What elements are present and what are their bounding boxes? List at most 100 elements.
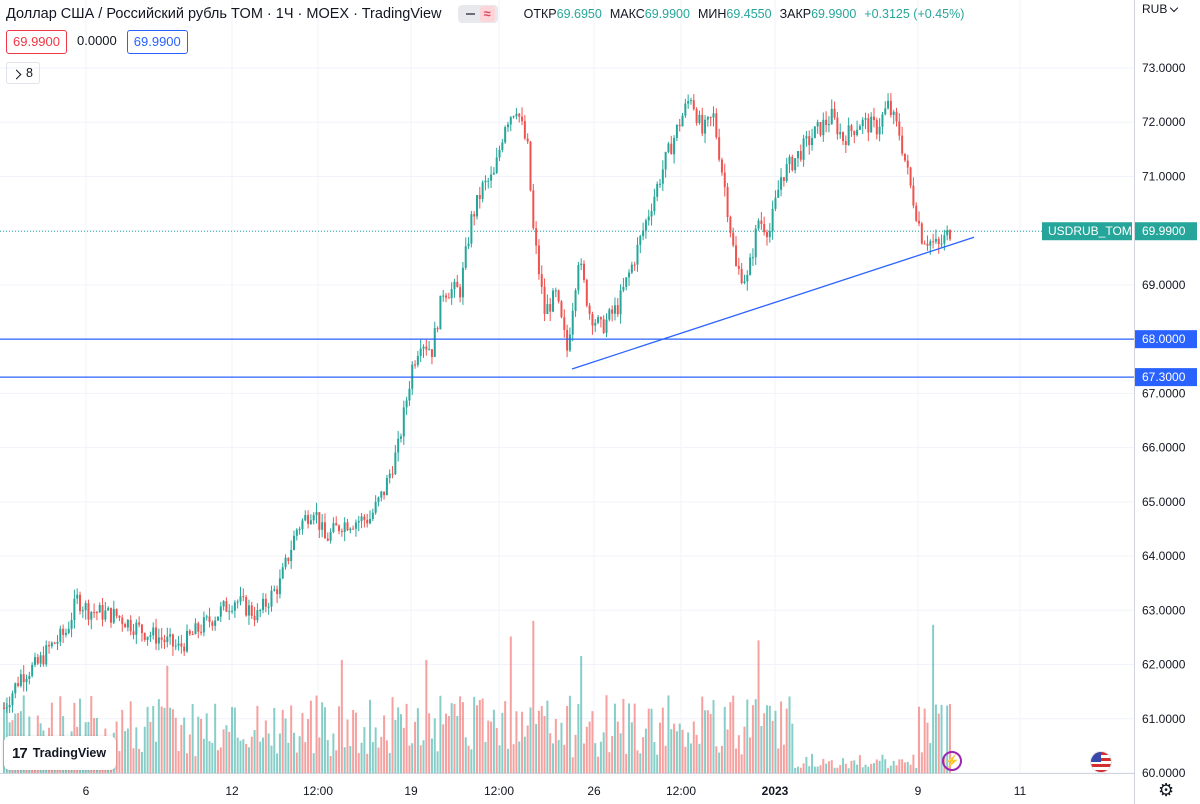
time-tick-label: 26 <box>587 784 601 798</box>
candle-body <box>98 604 101 613</box>
volume-bar <box>447 715 450 773</box>
volume-bar <box>782 744 785 773</box>
volume-bar <box>231 707 234 773</box>
volume-bar <box>872 763 875 773</box>
volume-bar <box>549 733 552 773</box>
candle-body <box>695 109 698 124</box>
volume-bar <box>380 736 383 773</box>
indicators-toggle[interactable]: 8 <box>6 62 40 84</box>
volume-bar <box>526 725 529 773</box>
buy-price-button[interactable]: 69.9900 <box>126 30 188 54</box>
minus-icon[interactable] <box>465 13 475 15</box>
candle-body <box>659 183 662 185</box>
candle-body <box>216 616 219 621</box>
volume-bar <box>633 703 636 773</box>
chart-mode-toggle[interactable]: ≈ <box>457 5 498 23</box>
volume-bar <box>622 698 625 773</box>
candle-body <box>732 232 735 246</box>
volume-bar <box>602 732 605 773</box>
logo-text: TradingView <box>32 746 107 760</box>
price-axis[interactable]: 73.000072.000071.000070.000069.000068.00… <box>1134 0 1198 804</box>
candle-body <box>926 243 929 246</box>
volume-bar <box>323 707 326 773</box>
volume-bar <box>678 723 681 773</box>
candle-body <box>839 132 842 135</box>
symbol-title[interactable]: Доллар США / Российский рубль TOM · 1Ч ·… <box>6 6 442 22</box>
volume-bar <box>186 753 189 773</box>
time-tick-label: 12:00 <box>484 784 514 798</box>
drawings[interactable]: USDRUB_TOM <box>0 222 1134 378</box>
candle-body <box>765 232 768 238</box>
price-tick-label: 63.0000 <box>1142 603 1186 617</box>
volume-bar <box>453 704 456 773</box>
volume-bar <box>909 764 912 773</box>
candle-body <box>64 632 67 635</box>
volume-bar <box>312 753 315 773</box>
us-flag-icon[interactable] <box>1090 751 1112 773</box>
volume-bar <box>799 767 802 773</box>
candle-body <box>813 126 816 139</box>
volume-bar <box>149 721 152 773</box>
candle-body <box>467 243 470 247</box>
volume-bar <box>701 696 704 773</box>
volume-bar <box>659 722 662 773</box>
volume-bar <box>157 699 160 773</box>
candle-body <box>785 164 788 181</box>
candle-body <box>259 610 262 612</box>
volume-bar <box>140 752 143 773</box>
candle-body <box>247 605 250 616</box>
candle-body <box>129 619 132 632</box>
volume-bar <box>763 713 766 773</box>
candle-body <box>833 108 836 118</box>
candle-body <box>402 407 405 437</box>
candle-body <box>501 142 504 150</box>
gear-icon[interactable]: ⚙ <box>1158 780 1175 800</box>
candle-body <box>163 639 166 643</box>
volume-bar <box>740 754 743 773</box>
candle-body <box>346 522 349 531</box>
candle-body <box>264 598 267 607</box>
volume-bar <box>506 748 509 773</box>
candle-body <box>687 101 690 104</box>
candle-body <box>943 235 946 244</box>
candle-body <box>613 305 616 314</box>
tradingview-logo[interactable]: 17 TradingView <box>4 736 116 770</box>
candle-body <box>236 601 239 603</box>
time-axis[interactable]: 6 12 12:00 19 12:00 26 12:00 2023 9 11 <box>0 773 1134 799</box>
sell-price-button[interactable]: 69.9900 <box>6 30 67 54</box>
currency-selector[interactable]: RUB <box>1142 2 1179 16</box>
candle-body <box>79 594 82 612</box>
candle-body <box>267 606 270 608</box>
candle-body <box>664 151 667 170</box>
volume-bar <box>371 742 374 773</box>
candle-body <box>611 309 614 314</box>
volume-bar <box>825 763 828 773</box>
approx-icon[interactable]: ≈ <box>479 6 495 22</box>
candle-body <box>414 364 417 366</box>
flash-icon[interactable]: ⚡ <box>942 751 962 771</box>
time-tick-label: 12:00 <box>666 784 696 798</box>
candle-body <box>791 156 794 171</box>
candle-body <box>140 624 143 634</box>
candle-body <box>737 265 740 269</box>
candle-body <box>706 117 709 120</box>
price-tick-label: 67.0000 <box>1142 386 1186 400</box>
candlesticks[interactable] <box>3 93 951 714</box>
volume-bar <box>225 725 228 773</box>
horizontal-line-price-label: 67.3000 <box>1142 370 1186 384</box>
candle-body <box>670 143 673 155</box>
candle-body <box>456 281 459 288</box>
candle-body <box>439 295 442 330</box>
volume-bar <box>715 746 718 773</box>
candle-body <box>526 138 529 142</box>
volume-bar <box>298 736 301 773</box>
volume-bar <box>211 742 214 773</box>
candle-body <box>39 655 42 664</box>
volume-bar <box>5 697 8 773</box>
candle-body <box>197 623 200 632</box>
candle-body <box>805 136 808 139</box>
low-label: МИН <box>697 7 727 21</box>
candle-body <box>93 611 96 613</box>
candle-body <box>112 608 115 623</box>
